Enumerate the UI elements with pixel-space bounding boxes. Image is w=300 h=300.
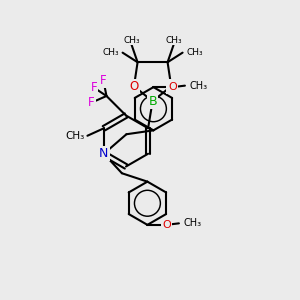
Text: F: F <box>100 74 107 88</box>
Text: O: O <box>129 80 139 93</box>
Text: CH₃: CH₃ <box>189 81 208 91</box>
Text: O: O <box>167 80 176 93</box>
Text: CH₃: CH₃ <box>183 218 202 228</box>
Text: O: O <box>162 220 171 230</box>
Text: CH₃: CH₃ <box>186 48 203 57</box>
Text: O: O <box>168 82 177 92</box>
Text: CH₃: CH₃ <box>102 48 119 57</box>
Text: B: B <box>148 95 157 108</box>
Text: N: N <box>99 147 109 160</box>
Text: F: F <box>88 96 95 109</box>
Text: CH₃: CH₃ <box>165 35 182 44</box>
Text: F: F <box>91 81 97 94</box>
Text: CH₃: CH₃ <box>123 35 140 44</box>
Text: CH₃: CH₃ <box>66 131 85 141</box>
